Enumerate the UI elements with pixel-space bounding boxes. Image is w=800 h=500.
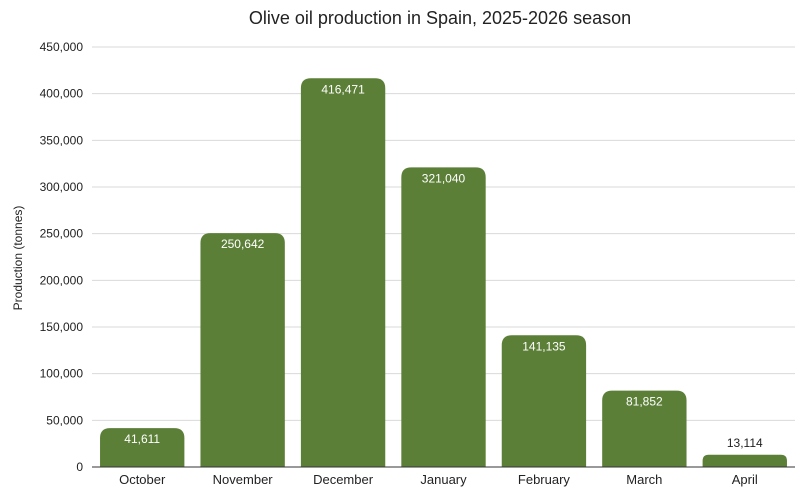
data-labels: 41,611 250,642 416,471 321,040 141,135 81,852… <box>124 82 763 449</box>
chart-title: Olive oil production in Spain, 2025-2026… <box>249 8 631 28</box>
y-tick-label: 400,000 <box>40 87 84 101</box>
y-tick-label: 0 <box>76 460 83 474</box>
data-label: 416,471 <box>321 82 365 96</box>
data-label: 250,642 <box>221 237 265 251</box>
y-tick-label: 250,000 <box>40 227 84 241</box>
y-tick-label: 50,000 <box>46 413 83 427</box>
x-axis-ticks: October November December January February Ma… <box>119 472 758 487</box>
x-tick-label: January <box>420 472 467 487</box>
data-label: 321,040 <box>422 171 466 185</box>
y-tick-label: 150,000 <box>40 320 84 334</box>
y-axis-label: Production (tonnes) <box>11 206 25 311</box>
data-label: 13,114 <box>727 436 763 450</box>
data-label: 81,852 <box>626 395 663 409</box>
bar-december <box>300 78 386 467</box>
bars <box>100 78 787 467</box>
x-tick-label: February <box>518 472 571 487</box>
bar-january <box>401 167 486 467</box>
x-tick-label: December <box>313 472 374 487</box>
x-tick-label: March <box>626 472 662 487</box>
y-tick-label: 350,000 <box>40 133 84 147</box>
bar-november <box>200 233 285 467</box>
x-tick-label: November <box>213 472 274 487</box>
y-tick-label: 300,000 <box>40 180 84 194</box>
bar-april <box>702 454 787 467</box>
data-label: 141,135 <box>522 339 566 353</box>
y-tick-label: 100,000 <box>40 367 84 381</box>
bar-march <box>602 390 687 467</box>
data-label: 41,611 <box>124 432 160 446</box>
y-axis-ticks: 0 50,000 100,000 150,000 200,000 250,000 300,0… <box>40 40 84 474</box>
y-tick-label: 450,000 <box>40 40 84 54</box>
bar-february <box>501 335 587 467</box>
y-tick-label: 200,000 <box>40 273 84 287</box>
x-tick-label: October <box>119 472 166 487</box>
x-tick-label: April <box>732 472 758 487</box>
bar-october <box>100 428 185 467</box>
